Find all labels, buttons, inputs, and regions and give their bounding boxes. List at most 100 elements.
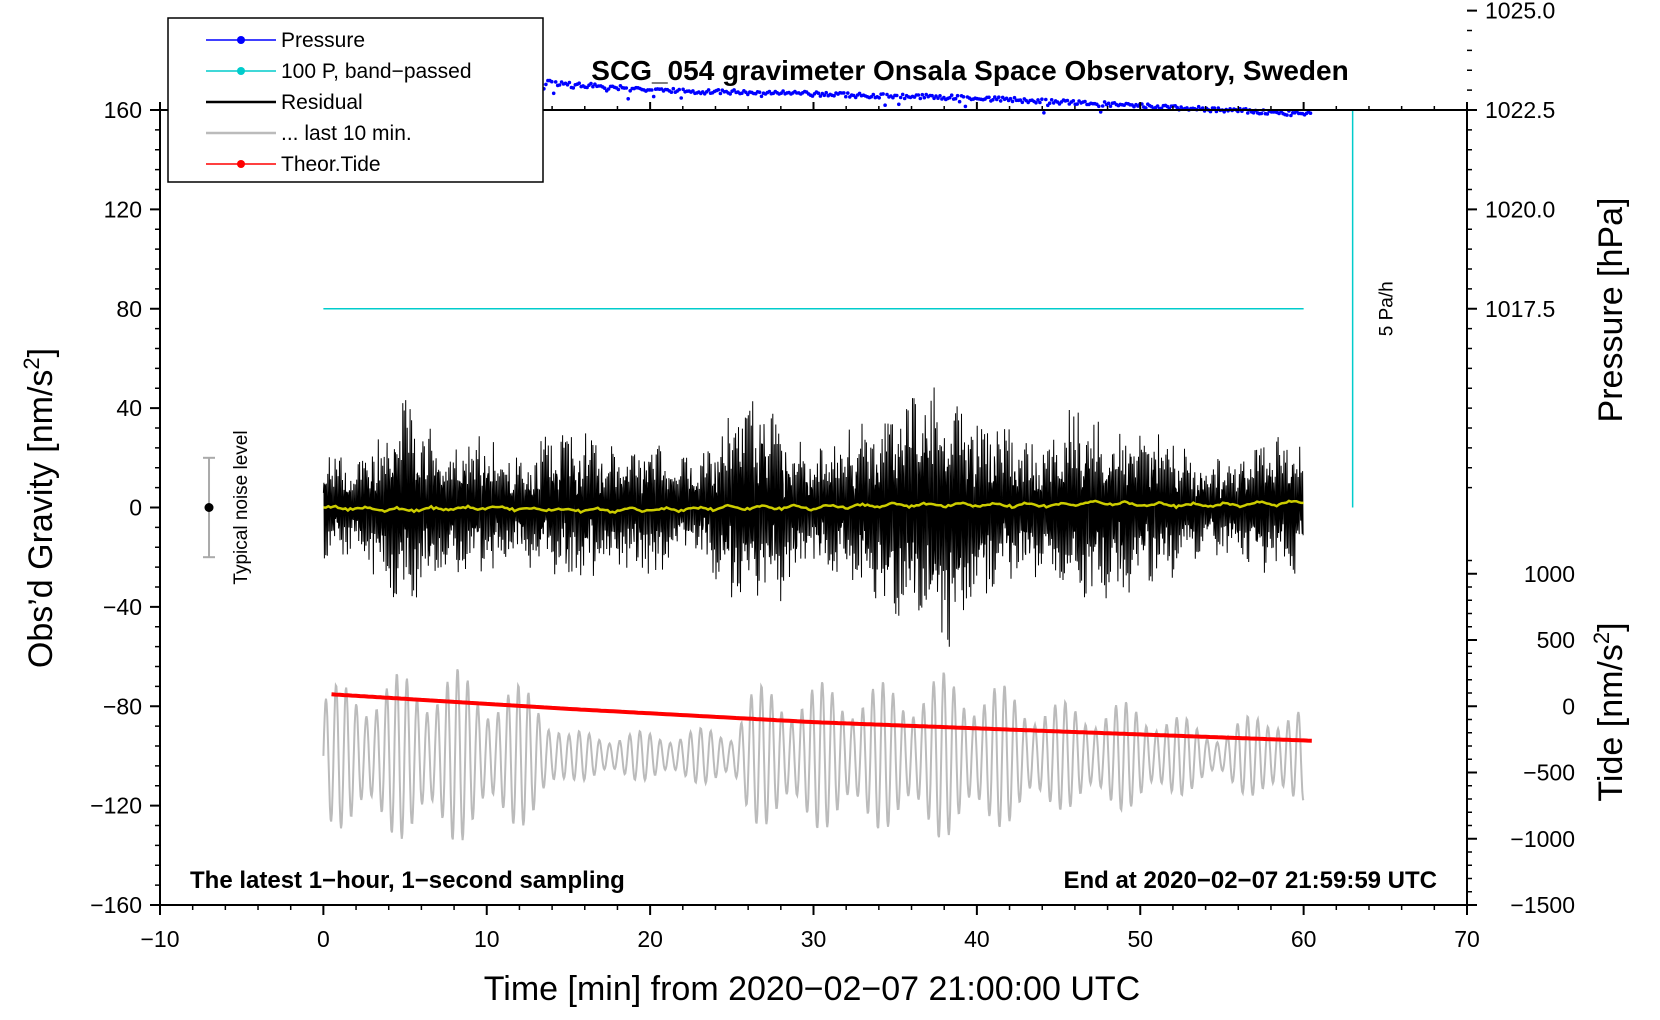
y-tick-label: 160 [104, 97, 142, 123]
pressure-point [853, 95, 858, 100]
series-last-10-min [322, 669, 1305, 841]
pressure-point [822, 93, 827, 98]
pressure-point [1144, 106, 1148, 110]
pressure-point [922, 95, 927, 100]
x-tick-label: 20 [637, 926, 663, 952]
y-axis-title-left: Obs’d Gravity [nm/s2] [19, 348, 60, 668]
pressure-point [706, 88, 711, 92]
legend-label: Residual [281, 91, 363, 114]
pressure-point [877, 96, 881, 100]
x-tick-label: 50 [1127, 926, 1153, 952]
pressure-point [963, 104, 968, 109]
pressure-tick-label: 1020.0 [1485, 196, 1555, 222]
pressure-point [757, 90, 762, 94]
pressure-point [624, 86, 629, 90]
noise-level-label: Typical noise level [231, 430, 252, 584]
pressure-point [948, 95, 952, 100]
pressure-point [1042, 111, 1046, 115]
y-axis-title-left-sup: 2 [19, 357, 44, 369]
pressure-point [1200, 106, 1205, 110]
pressure-point [961, 95, 966, 99]
pressure-point [1075, 102, 1079, 106]
pressure-point [993, 95, 997, 99]
pressure-tick-label: 1017.5 [1485, 296, 1555, 322]
pressure-point [997, 95, 1001, 99]
pressure-point [589, 81, 593, 86]
y-tick-label: 40 [116, 395, 142, 421]
noise-level-bar [203, 456, 216, 559]
pressure-point [895, 93, 899, 98]
pressure-point [651, 94, 656, 99]
legend-label: 100 P, band−passed [281, 60, 472, 83]
x-tick-label: 0 [317, 926, 330, 952]
legend-box [167, 17, 544, 183]
pressure-point [1044, 97, 1048, 102]
pressure-point [716, 88, 721, 92]
pressure-point [871, 92, 876, 97]
pressure-point [1102, 100, 1107, 104]
pressure-point [916, 93, 921, 97]
legend-label: ... last 10 min. [281, 122, 412, 145]
tide-tick-label: 500 [1537, 627, 1575, 653]
pressure-point [844, 94, 848, 99]
pressure-point [930, 93, 934, 98]
pressure-point [1071, 99, 1076, 103]
legend-entry: 100 P, band−passed [206, 60, 472, 83]
y-tick-label: 0 [129, 495, 142, 521]
pressure-point [842, 91, 846, 95]
pressure-point [1155, 104, 1160, 108]
series-theor-tide [331, 692, 1312, 743]
pressure-point [759, 94, 764, 99]
bottom-left-note: The latest 1−hour, 1−second sampling [190, 867, 625, 894]
pressure-point [551, 91, 556, 96]
pressure-point [832, 94, 836, 98]
pressure-point [1108, 104, 1113, 108]
tide-tick-label: −500 [1523, 760, 1575, 786]
y-tick-label: 120 [104, 196, 142, 222]
pressure-point [818, 94, 823, 98]
pressure-point [1010, 99, 1015, 104]
pressure-point [897, 102, 901, 107]
x-tick-label: 60 [1291, 926, 1317, 952]
pressure-point [900, 92, 905, 97]
pressure-point [885, 92, 889, 97]
pressure-point [957, 99, 962, 104]
pressure-point [1034, 101, 1038, 105]
pressure-point [616, 87, 621, 92]
pressure-point [1049, 98, 1054, 102]
pressure-point [1259, 111, 1264, 116]
pressure-point [1012, 95, 1017, 100]
legend: Pressure 100 P, band−passed Residual ... la… [167, 17, 544, 183]
y-tick-label: −120 [90, 793, 142, 819]
pressure-point [1047, 101, 1052, 105]
pressure-point [671, 86, 676, 91]
tide-tick-label: −1500 [1510, 892, 1575, 918]
pressure-point [1036, 98, 1040, 102]
pressure-point [824, 90, 828, 95]
legend-entry: Pressure [206, 29, 365, 52]
y-tick-label: −160 [90, 892, 142, 918]
pressure-point [1196, 104, 1201, 109]
tide-tick-label: 1000 [1524, 561, 1575, 587]
pressure-point [606, 87, 611, 91]
pressure-point [1040, 97, 1044, 101]
pressure-point [577, 81, 581, 85]
pressure-point [1246, 111, 1250, 115]
pressure-point [949, 93, 954, 97]
pressure-point [1083, 99, 1087, 104]
pressure-point [898, 95, 903, 100]
x-tick-label: 40 [964, 926, 990, 952]
pressure-point [679, 96, 683, 100]
legend-label: Theor.Tide [281, 153, 381, 176]
y-axis-title-tide: Tide [nm/s2] [1589, 622, 1630, 801]
pressure-point [602, 86, 607, 90]
pressure-point [550, 79, 554, 84]
y-axis-title-left-close: ] [22, 348, 60, 357]
y-axis-title-tide-close: ] [1592, 622, 1630, 631]
y-axis-title-left-text: Obs’d Gravity [nm/s [22, 370, 60, 669]
bottom-right-note: End at 2020−02−07 21:59:59 UTC [1063, 867, 1437, 894]
pressure-point [677, 87, 681, 92]
pressure-point [881, 92, 885, 96]
pressure-point [718, 91, 723, 96]
pressure-point [987, 95, 991, 100]
